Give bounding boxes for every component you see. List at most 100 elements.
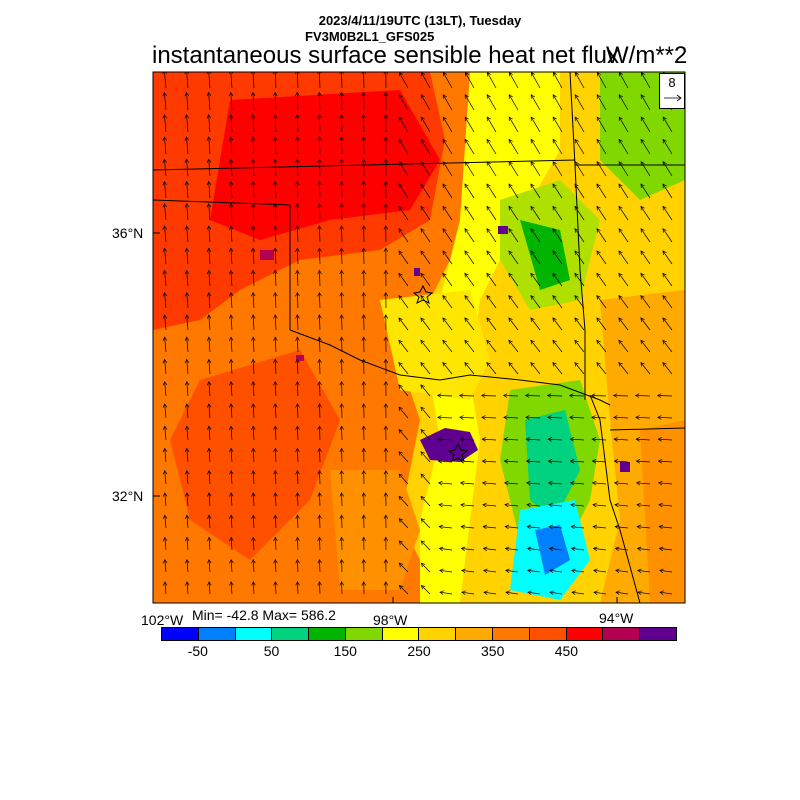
wind-vector (592, 504, 607, 507)
wind-vector (186, 403, 189, 419)
wind-vector-head (339, 336, 344, 341)
wind-vector-head (273, 447, 278, 453)
wind-vector-head (656, 393, 662, 398)
wind-vector-head (295, 113, 300, 119)
wind-vector (504, 482, 519, 485)
wind-vector (530, 183, 541, 199)
wind-vector (252, 537, 255, 551)
wind-vector-head (437, 458, 443, 464)
wind-vector (527, 591, 541, 595)
wind-vector-head (251, 469, 256, 475)
wind-vector (637, 526, 651, 529)
wind-vector (552, 72, 563, 89)
wind-vector-head (552, 161, 557, 166)
wind-vector (527, 569, 541, 573)
wind-vector-head (420, 205, 425, 211)
lon-label-94: 94°W (599, 610, 634, 626)
wind-vector-head (398, 161, 403, 166)
wind-vector-head (530, 116, 535, 122)
wind-vector-head (273, 314, 278, 319)
wind-vector (341, 270, 343, 287)
wind-vector-head (273, 269, 278, 275)
wind-vector (548, 460, 563, 463)
wind-vector (164, 492, 167, 507)
wind-vector (530, 362, 541, 375)
wind-vector-head (460, 502, 465, 508)
wind-vector-head (383, 380, 389, 386)
wind-vector (486, 206, 497, 221)
wind-vector (442, 116, 453, 133)
wind-vector-head (508, 161, 513, 166)
wind-vector-head (614, 546, 620, 552)
wind-vector (464, 116, 475, 133)
wind-vector (230, 448, 233, 463)
wind-vector (230, 181, 233, 199)
wind-vector (420, 384, 431, 397)
wind-vector (461, 526, 475, 529)
wind-vector-head (464, 339, 469, 345)
wind-vector-head (657, 437, 662, 442)
wind-vector-head (317, 247, 322, 252)
colorbar-label: 150 (333, 643, 357, 659)
wind-vector-head (464, 295, 469, 300)
wind-vector-head (569, 415, 574, 420)
wind-vector-head (361, 358, 367, 364)
wind-vector (230, 314, 233, 331)
wind-vector (591, 395, 607, 397)
wind-vector (486, 161, 497, 177)
wind-vector (163, 92, 167, 111)
wind-vector-head (361, 158, 366, 163)
wind-vector (319, 515, 321, 529)
wind-vector (574, 340, 585, 353)
wind-vector-head (503, 480, 509, 486)
wind-vector (252, 470, 255, 485)
wind-vector-head (591, 458, 597, 464)
wind-vector (570, 438, 585, 441)
wind-vector-head (295, 425, 300, 430)
wind-vector (618, 250, 629, 265)
wind-vector-head (590, 393, 596, 398)
wind-vector (569, 416, 585, 419)
wind-vector-head (295, 225, 300, 230)
wind-vector-head (184, 425, 190, 431)
wind-vector (596, 295, 607, 309)
wind-vector-head (184, 202, 190, 208)
wind-vector (438, 482, 453, 485)
wind-vector-head (508, 272, 513, 278)
wind-vector-head (339, 291, 344, 297)
wind-vector (615, 591, 629, 595)
wind-vector-head (184, 291, 190, 297)
wind-vector (274, 136, 277, 155)
wind-vector-head (657, 480, 663, 486)
wind-vector-head (596, 116, 601, 122)
wind-vector (503, 416, 519, 419)
wind-vector-head (569, 480, 575, 486)
wind-vector (420, 362, 431, 375)
wind-vector-head (659, 568, 664, 573)
wind-vector-head (295, 336, 300, 341)
colorbar-swatch (272, 628, 310, 640)
wind-vector (637, 548, 651, 551)
wind-vector (615, 548, 629, 551)
wind-vector-head (640, 362, 645, 367)
wind-vector (186, 225, 189, 243)
wind-vector-head (508, 295, 513, 300)
wind-vector (442, 228, 453, 243)
wind-vector (319, 426, 321, 441)
wind-vector (274, 292, 277, 309)
wind-vector-head (361, 269, 367, 275)
wind-vector-head (420, 406, 425, 412)
wind-vector (505, 591, 519, 595)
wind-vector (274, 225, 277, 243)
wind-vector (230, 292, 233, 309)
wind-vector (530, 206, 541, 221)
wind-vector-head (618, 250, 623, 256)
wind-vector (208, 181, 211, 199)
wind-vector-head (464, 94, 469, 99)
wind-vector (640, 206, 651, 221)
wind-vector-head (486, 94, 491, 99)
wind-vector-head (295, 91, 300, 97)
wind-vector-head (442, 205, 447, 211)
wind-vector-head (228, 225, 234, 230)
wind-vector-head (229, 447, 234, 453)
